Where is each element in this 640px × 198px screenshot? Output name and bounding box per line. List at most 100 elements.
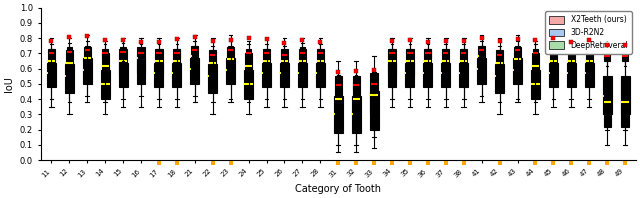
PathPatch shape bbox=[192, 46, 198, 56]
PathPatch shape bbox=[550, 49, 557, 76]
PathPatch shape bbox=[585, 63, 594, 87]
PathPatch shape bbox=[479, 46, 484, 56]
PathPatch shape bbox=[263, 49, 270, 76]
PathPatch shape bbox=[351, 96, 360, 133]
PathPatch shape bbox=[138, 49, 144, 58]
PathPatch shape bbox=[335, 81, 341, 90]
PathPatch shape bbox=[477, 58, 486, 84]
PathPatch shape bbox=[156, 49, 163, 76]
PathPatch shape bbox=[100, 70, 109, 99]
PathPatch shape bbox=[513, 58, 522, 84]
PathPatch shape bbox=[65, 64, 74, 93]
PathPatch shape bbox=[246, 49, 252, 58]
PathPatch shape bbox=[495, 64, 504, 93]
PathPatch shape bbox=[136, 59, 145, 84]
PathPatch shape bbox=[102, 53, 109, 81]
PathPatch shape bbox=[47, 63, 56, 87]
PathPatch shape bbox=[174, 49, 180, 58]
PathPatch shape bbox=[120, 47, 126, 56]
PathPatch shape bbox=[567, 63, 576, 87]
PathPatch shape bbox=[443, 49, 449, 58]
PathPatch shape bbox=[353, 76, 360, 122]
PathPatch shape bbox=[621, 79, 628, 127]
PathPatch shape bbox=[66, 50, 73, 81]
PathPatch shape bbox=[532, 49, 538, 58]
PathPatch shape bbox=[406, 49, 413, 76]
PathPatch shape bbox=[48, 49, 55, 76]
PathPatch shape bbox=[156, 49, 162, 58]
PathPatch shape bbox=[333, 96, 342, 133]
PathPatch shape bbox=[49, 49, 54, 58]
PathPatch shape bbox=[461, 49, 467, 58]
PathPatch shape bbox=[228, 46, 234, 56]
PathPatch shape bbox=[406, 63, 415, 87]
PathPatch shape bbox=[209, 50, 216, 81]
PathPatch shape bbox=[497, 50, 502, 59]
PathPatch shape bbox=[478, 46, 485, 73]
PathPatch shape bbox=[371, 73, 378, 114]
PathPatch shape bbox=[568, 49, 574, 58]
PathPatch shape bbox=[298, 63, 307, 87]
PathPatch shape bbox=[84, 46, 90, 55]
PathPatch shape bbox=[425, 49, 431, 58]
PathPatch shape bbox=[369, 91, 379, 129]
PathPatch shape bbox=[282, 50, 287, 59]
PathPatch shape bbox=[190, 58, 199, 84]
PathPatch shape bbox=[604, 79, 611, 127]
Legend: X2Teeth (ours), 3D-R2N2, DeepRetriveral: X2Teeth (ours), 3D-R2N2, DeepRetriveral bbox=[545, 11, 632, 54]
PathPatch shape bbox=[67, 47, 72, 56]
PathPatch shape bbox=[407, 49, 413, 58]
PathPatch shape bbox=[460, 63, 468, 87]
PathPatch shape bbox=[173, 49, 180, 76]
PathPatch shape bbox=[138, 47, 145, 73]
PathPatch shape bbox=[83, 58, 92, 84]
PathPatch shape bbox=[442, 49, 449, 76]
PathPatch shape bbox=[210, 50, 216, 59]
PathPatch shape bbox=[208, 64, 217, 93]
PathPatch shape bbox=[316, 63, 324, 87]
PathPatch shape bbox=[244, 70, 253, 99]
PathPatch shape bbox=[603, 76, 612, 114]
PathPatch shape bbox=[532, 53, 539, 81]
PathPatch shape bbox=[317, 49, 324, 76]
PathPatch shape bbox=[460, 49, 467, 76]
PathPatch shape bbox=[424, 63, 433, 87]
PathPatch shape bbox=[172, 63, 181, 87]
PathPatch shape bbox=[388, 49, 396, 76]
X-axis label: Category of Tooth: Category of Tooth bbox=[295, 184, 381, 194]
PathPatch shape bbox=[604, 52, 610, 61]
PathPatch shape bbox=[120, 49, 127, 76]
PathPatch shape bbox=[227, 47, 234, 76]
PathPatch shape bbox=[568, 49, 575, 76]
PathPatch shape bbox=[84, 47, 91, 73]
PathPatch shape bbox=[515, 46, 520, 56]
PathPatch shape bbox=[389, 49, 395, 59]
PathPatch shape bbox=[353, 81, 359, 90]
PathPatch shape bbox=[496, 50, 503, 81]
PathPatch shape bbox=[299, 49, 306, 76]
PathPatch shape bbox=[550, 47, 556, 58]
Y-axis label: IoU: IoU bbox=[4, 76, 14, 92]
PathPatch shape bbox=[154, 63, 163, 87]
PathPatch shape bbox=[118, 63, 127, 87]
PathPatch shape bbox=[622, 52, 628, 61]
PathPatch shape bbox=[226, 58, 235, 84]
PathPatch shape bbox=[281, 49, 288, 76]
PathPatch shape bbox=[586, 49, 592, 58]
PathPatch shape bbox=[262, 63, 271, 87]
PathPatch shape bbox=[371, 79, 377, 89]
PathPatch shape bbox=[514, 47, 521, 76]
PathPatch shape bbox=[245, 53, 252, 81]
PathPatch shape bbox=[549, 63, 558, 87]
PathPatch shape bbox=[102, 49, 108, 58]
PathPatch shape bbox=[264, 49, 269, 59]
PathPatch shape bbox=[621, 76, 630, 114]
PathPatch shape bbox=[586, 49, 593, 76]
PathPatch shape bbox=[280, 63, 289, 87]
PathPatch shape bbox=[531, 70, 540, 99]
PathPatch shape bbox=[191, 46, 198, 73]
PathPatch shape bbox=[442, 63, 451, 87]
PathPatch shape bbox=[424, 49, 431, 76]
PathPatch shape bbox=[300, 47, 305, 58]
PathPatch shape bbox=[335, 76, 342, 122]
